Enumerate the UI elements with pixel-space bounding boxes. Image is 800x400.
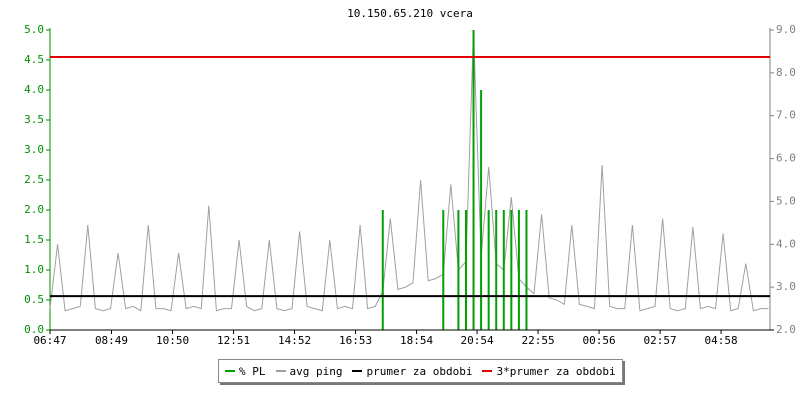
y-tick-label: 2.5 <box>24 173 44 186</box>
y2-tick-label: 7.0 <box>776 109 796 122</box>
series-line <box>49 29 769 312</box>
legend-item: avg ping <box>275 364 343 378</box>
legend-swatch <box>275 370 286 372</box>
y-tick-label: 0.0 <box>24 323 44 336</box>
y2-tick-label: 6.0 <box>776 152 796 165</box>
y2-tick-label: 9.0 <box>776 23 796 36</box>
legend-swatch <box>482 370 493 372</box>
y-tick-label: 1.5 <box>24 233 44 246</box>
x-tick-label: 18:54 <box>400 334 433 347</box>
y-tick-label: 3.0 <box>24 143 44 156</box>
x-tick-label: 20:54 <box>461 334 494 347</box>
y-tick-label: 2.0 <box>24 203 44 216</box>
x-tick-label: 16:53 <box>339 334 372 347</box>
legend-item: 3*prumer za obdobi <box>482 364 616 378</box>
y2-tick-label: 2.0 <box>776 323 796 336</box>
legend-label: 3*prumer za obdobi <box>496 364 616 378</box>
x-tick-label: 14:52 <box>278 334 311 347</box>
y-tick-label: 0.5 <box>24 293 44 306</box>
y2-tick-label: 4.0 <box>776 237 796 250</box>
y-tick-label: 3.5 <box>24 113 44 126</box>
x-tick-label: 06:47 <box>33 334 66 347</box>
legend-label: prumer za obdobi <box>366 364 473 378</box>
legend-label: % PL <box>239 364 266 378</box>
x-tick-label: 10:50 <box>156 334 189 347</box>
x-tick-label: 02:57 <box>644 334 677 347</box>
chart-title: 10.150.65.210 vcera <box>347 7 473 20</box>
x-tick-label: 08:49 <box>95 334 128 347</box>
legend-swatch <box>225 370 235 372</box>
x-tick-label: 12:51 <box>217 334 250 347</box>
y2-tick-label: 5.0 <box>776 194 796 207</box>
legend-item: prumer za obdobi <box>352 365 472 378</box>
y2-tick-label: 3.0 <box>776 280 796 293</box>
y-tick-label: 4.5 <box>24 53 44 66</box>
legend-label: avg ping <box>289 364 343 378</box>
x-tick-label: 04:58 <box>705 334 738 347</box>
legend: % PL avg ping prumer za obdobi 3*prumer za … <box>218 359 623 383</box>
y-tick-label: 5.0 <box>24 23 44 36</box>
x-tick-label: 00:56 <box>583 334 616 347</box>
x-tick-label: 22:55 <box>521 334 554 347</box>
y2-tick-label: 8.0 <box>776 66 796 79</box>
y-tick-label: 1.0 <box>24 263 44 276</box>
y-tick-label: 4.0 <box>24 83 44 96</box>
legend-swatch <box>352 370 363 372</box>
legend-item: % PL <box>225 365 266 378</box>
